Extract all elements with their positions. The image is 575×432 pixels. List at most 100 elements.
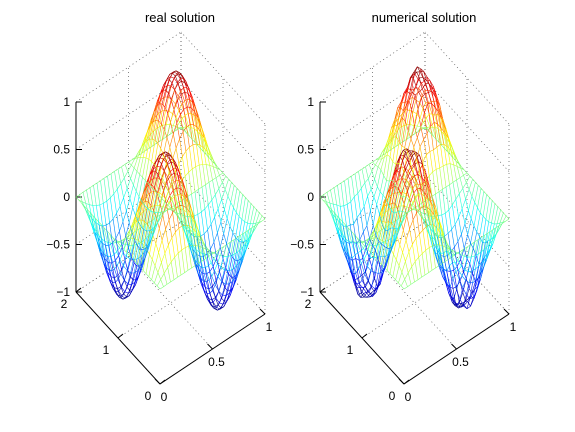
mesh-segment xyxy=(135,196,140,216)
mesh-segment xyxy=(163,163,168,171)
mesh-segment xyxy=(478,251,482,255)
mesh-segment xyxy=(128,233,133,246)
mesh-segment xyxy=(227,255,231,257)
mesh-segment xyxy=(133,258,138,274)
mesh-segment xyxy=(178,225,183,229)
mesh-segment xyxy=(215,188,220,195)
mesh-segment xyxy=(440,128,445,133)
mesh-segment xyxy=(419,172,423,187)
mesh-segment xyxy=(180,126,185,131)
mesh-segment xyxy=(465,271,469,281)
mesh-segment xyxy=(163,124,167,139)
mesh-segment xyxy=(377,158,382,167)
mesh-segment xyxy=(472,280,477,283)
mesh-segment xyxy=(227,277,232,292)
mesh-segment xyxy=(406,180,410,187)
mesh-segment xyxy=(372,161,376,166)
mesh-segment xyxy=(379,151,383,158)
mesh-segment xyxy=(421,82,426,91)
mesh-segment xyxy=(212,257,217,267)
mesh-segment xyxy=(452,253,457,257)
mesh-segment xyxy=(112,242,117,252)
mesh-segment xyxy=(203,244,208,249)
mesh-segment xyxy=(386,142,391,155)
mesh-segment xyxy=(82,201,86,204)
mesh-segment xyxy=(199,134,203,139)
mesh-segment xyxy=(171,99,176,105)
mesh-segment xyxy=(437,114,442,132)
mesh-segment xyxy=(174,257,178,278)
mesh-segment xyxy=(383,264,387,272)
mesh-segment xyxy=(163,267,168,274)
mesh-segment xyxy=(497,222,500,224)
mesh-segment xyxy=(199,251,203,254)
mesh-segment xyxy=(182,114,186,119)
y-tick-label: 2 xyxy=(61,297,68,311)
mesh-segment xyxy=(389,147,394,151)
mesh-segment xyxy=(234,251,238,268)
mesh-segment xyxy=(214,163,218,168)
mesh-segment xyxy=(224,256,228,270)
mesh-segment xyxy=(127,171,131,179)
mesh-segment xyxy=(394,211,398,214)
mesh-segment xyxy=(192,144,196,167)
mesh-segment xyxy=(456,177,461,181)
z-tick-label: −0.5 xyxy=(290,238,314,252)
mesh-segment xyxy=(373,196,377,205)
mesh-segment xyxy=(392,192,396,209)
mesh-segment xyxy=(398,102,403,118)
mesh-segment xyxy=(173,73,178,79)
mesh-segment xyxy=(378,272,382,286)
mesh-segment xyxy=(208,157,213,161)
mesh-segment xyxy=(103,178,108,202)
mesh-segment xyxy=(171,181,175,193)
mesh-segment xyxy=(393,236,398,255)
mesh-segment xyxy=(424,94,429,104)
mesh-segment xyxy=(142,224,147,241)
mesh-segment xyxy=(195,166,199,190)
mesh-segment xyxy=(436,100,440,106)
mesh-segment xyxy=(185,126,190,137)
x-tick xyxy=(259,308,266,315)
mesh-segment xyxy=(98,224,103,243)
mesh-segment xyxy=(368,178,372,190)
mesh-segment xyxy=(197,214,201,237)
mesh-segment xyxy=(475,181,479,186)
mesh-segment xyxy=(192,166,196,170)
mesh-segment xyxy=(370,286,375,291)
mesh-segment xyxy=(481,242,486,263)
mesh-segment xyxy=(196,144,200,166)
mesh-segment xyxy=(419,71,424,78)
mesh-segment xyxy=(439,165,444,169)
mesh-segment xyxy=(372,233,377,246)
mesh-segment xyxy=(360,206,365,213)
mesh-segment xyxy=(408,100,412,110)
mesh-segment xyxy=(400,204,405,220)
mesh-segment xyxy=(149,219,154,234)
mesh-segment xyxy=(175,207,180,218)
mesh-segment xyxy=(403,190,408,205)
mesh-segment xyxy=(175,172,179,187)
mesh-segment xyxy=(151,170,156,185)
mesh-segment xyxy=(480,266,485,273)
mesh-segment xyxy=(214,263,218,271)
mesh-segment xyxy=(136,157,141,172)
mesh-segment xyxy=(173,210,177,215)
mesh-segment xyxy=(173,133,177,149)
mesh-segment xyxy=(420,188,425,193)
mesh-segment xyxy=(166,154,171,160)
mesh-segment xyxy=(138,147,142,153)
mesh-segment xyxy=(440,128,445,145)
mesh-segment xyxy=(381,201,385,212)
mesh-segment xyxy=(427,215,431,229)
mesh-segment xyxy=(156,180,161,195)
mesh-segment xyxy=(429,151,433,172)
mesh-segment xyxy=(124,283,129,292)
mesh-segment xyxy=(414,78,419,89)
mesh-segment xyxy=(245,197,249,201)
mesh-segment xyxy=(247,222,251,224)
mesh-segment xyxy=(475,264,480,282)
mesh-segment xyxy=(168,111,173,115)
mesh-segment xyxy=(222,244,227,248)
mesh-segment xyxy=(237,258,241,261)
